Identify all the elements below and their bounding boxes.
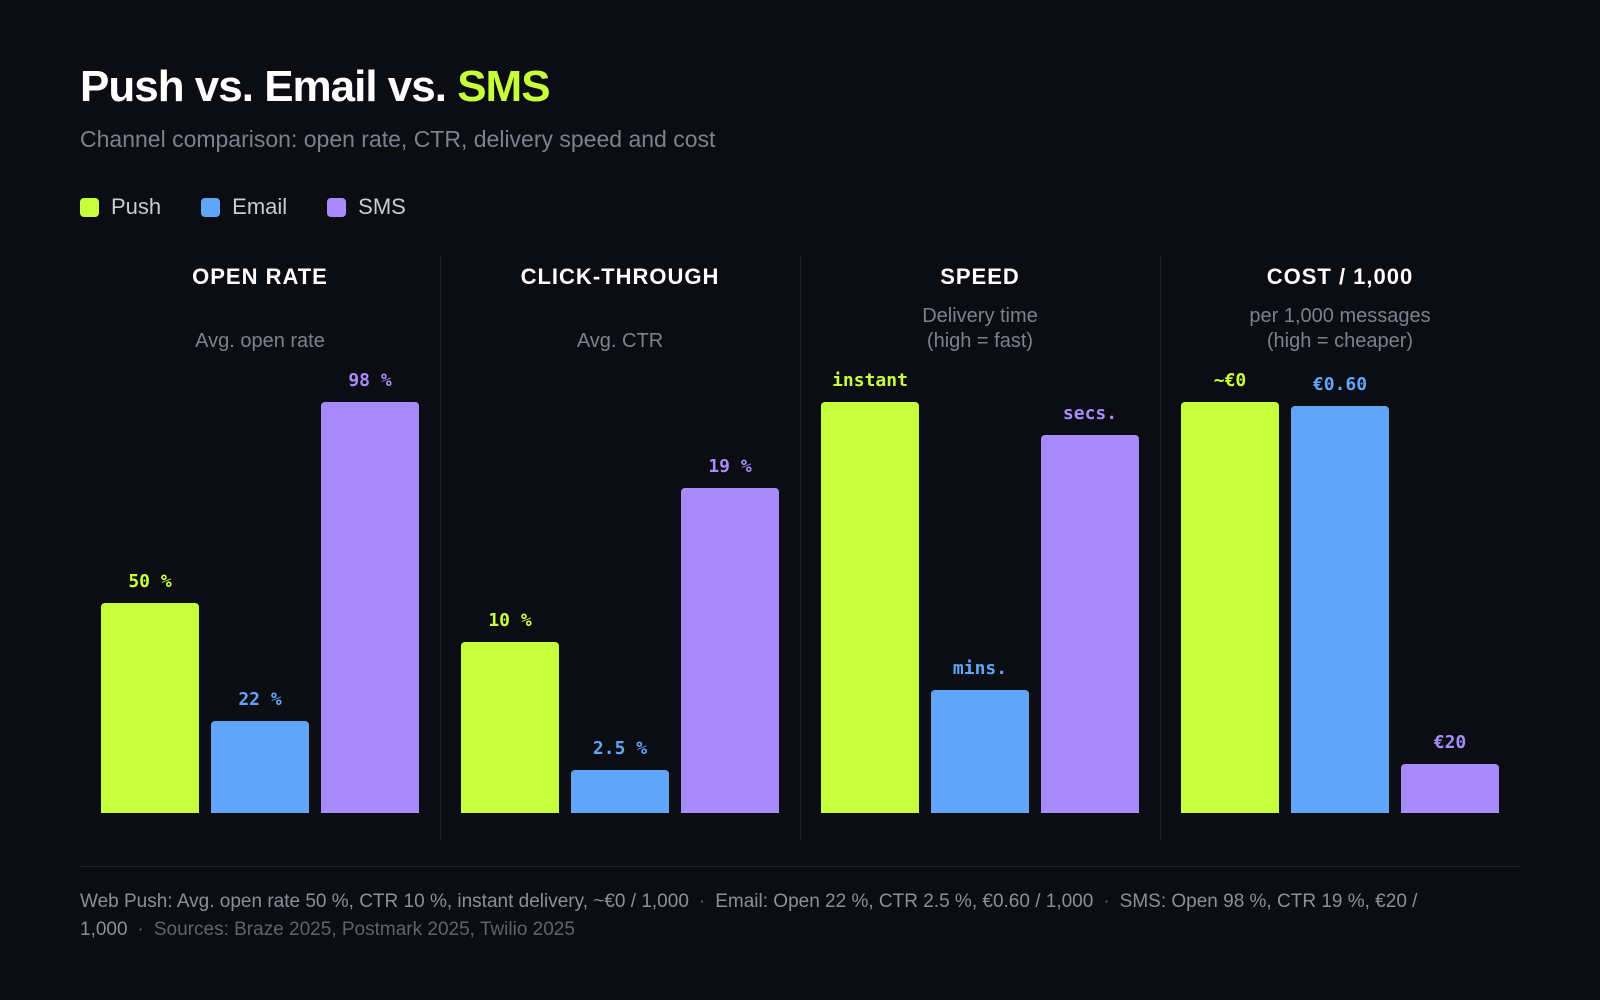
chart-title: Push vs. Email vs. SMS (80, 62, 551, 112)
legend-label-push: Push (111, 194, 162, 219)
legend-item-email: Email (201, 194, 287, 220)
panel-title: OPEN RATE (192, 264, 328, 289)
bar-sms (321, 402, 419, 813)
bar-email (931, 689, 1029, 813)
bar-push (461, 641, 559, 813)
panel-divider (440, 256, 441, 840)
panel-open-rate: OPEN RATE Avg. open rate 50 % 22 % 98 % (80, 256, 440, 840)
bar-email (571, 770, 669, 813)
bar-sms (681, 487, 779, 813)
footer-email: Email: Open 22 %, CTR 2.5 %, €0.60 / 1,0… (715, 891, 1094, 912)
bar-value-label-email: mins. (952, 657, 1008, 679)
chart-subtitle: Channel comparison: open rate, CTR, deli… (80, 126, 716, 152)
footer-separator: · (698, 891, 706, 912)
footer-separator: · (137, 919, 144, 940)
bar-value-label-push: 10 % (488, 609, 532, 631)
panel-cost: COST / 1,000 per 1,000 messages (high = c… (1160, 256, 1520, 840)
bar-push (101, 603, 199, 813)
panel-speed: SPEED Delivery time (high = fast) instant m… (800, 256, 1160, 840)
bar-push (821, 402, 919, 813)
legend-item-push: Push (80, 194, 161, 220)
panel-divider (800, 256, 801, 840)
bar-push (1181, 402, 1279, 813)
bar-value-label-email: €0.60 (1312, 374, 1368, 396)
panel-title: CLICK-THROUGH (520, 264, 720, 289)
legend-swatch-email (201, 197, 221, 217)
legend-swatch-push (80, 197, 99, 217)
chart-title-main: Push vs. Email vs. (80, 62, 458, 111)
bar-value-label-push: ~€0 (1213, 370, 1247, 391)
footer-divider (80, 866, 1520, 867)
legend-label-email: Email (232, 194, 288, 219)
footer-separator: · (1103, 891, 1110, 912)
bar-sms (1401, 763, 1499, 813)
legend-item-sms: SMS (327, 194, 406, 220)
bar-sms (1041, 434, 1139, 813)
bar-value-label-sms: 19 % (708, 455, 752, 477)
legend-swatch-sms (327, 197, 347, 217)
panel-divider (1160, 256, 1161, 840)
chart-title-accent: SMS (457, 62, 550, 111)
panel-subtitle: Delivery time (high = fast) (922, 305, 1038, 352)
footer-push: Web Push: Avg. open rate 50 %, CTR 10 %,… (80, 891, 689, 912)
bar-value-label-push: 50 % (128, 571, 172, 593)
bar-value-label-sms: secs. (1062, 402, 1118, 424)
legend-label-sms: SMS (358, 194, 406, 219)
panel-subtitle: Avg. open rate (195, 330, 325, 352)
footer-sms: SMS: Open 98 %, CTR 19 %, €20 / 1,000 (80, 891, 1418, 940)
bar-email (211, 720, 309, 813)
bar-value-label-sms: 98 % (348, 370, 392, 391)
bar-value-label-push: instant (832, 370, 908, 391)
bar-value-label-email: 2.5 % (592, 738, 648, 760)
panel-title: COST / 1,000 (1266, 264, 1414, 289)
bar-email (1291, 406, 1389, 813)
panel-title: SPEED (940, 264, 1020, 289)
footer-sources: Sources: Braze 2025, Postmark 2025, Twil… (153, 919, 575, 940)
bar-value-label-email: 22 % (238, 688, 282, 710)
footer-notes: Web Push: Avg. open rate 50 %, CTR 10 %,… (80, 888, 1480, 944)
panel-subtitle: per 1,000 messages (high = cheaper) (1249, 305, 1431, 352)
panel-click-through: CLICK-THROUGH Avg. CTR 10 % 2.5 % 19 % (440, 256, 800, 840)
bar-value-label-sms: €20 (1433, 731, 1467, 753)
legend: Push Email SMS (80, 194, 406, 220)
chart-panels: OPEN RATE Avg. open rate 50 % 22 % 98 % CLICK… (80, 256, 1520, 840)
panel-subtitle: Avg. CTR (576, 330, 664, 352)
